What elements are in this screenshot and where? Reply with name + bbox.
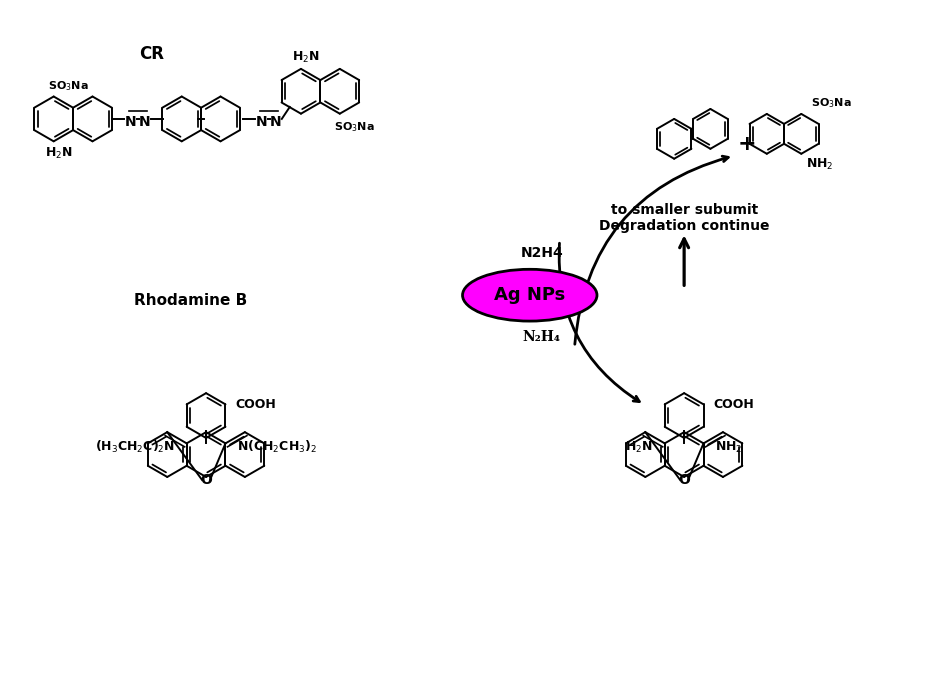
Text: NH$_2$: NH$_2$ bbox=[806, 157, 833, 172]
Text: to smaller subumit: to smaller subumit bbox=[611, 203, 758, 217]
Text: H$_2$N: H$_2$N bbox=[625, 440, 653, 455]
Text: NH$_2$: NH$_2$ bbox=[716, 440, 743, 455]
Text: N₂H₄: N₂H₄ bbox=[522, 330, 561, 344]
Text: H$_2$N: H$_2$N bbox=[292, 50, 320, 65]
Text: N: N bbox=[125, 115, 136, 129]
Text: N2H4: N2H4 bbox=[521, 246, 563, 260]
Text: N: N bbox=[256, 115, 267, 129]
Text: Ag NPs: Ag NPs bbox=[494, 286, 566, 304]
Text: Degradation continue: Degradation continue bbox=[598, 219, 769, 233]
Text: CR: CR bbox=[140, 45, 164, 63]
Text: SO$_3$Na: SO$_3$Na bbox=[810, 96, 852, 110]
Text: N: N bbox=[270, 115, 281, 129]
Text: SO$_3$Na: SO$_3$Na bbox=[48, 79, 89, 93]
Text: SO$_3$Na: SO$_3$Na bbox=[334, 120, 375, 134]
Text: COOH: COOH bbox=[714, 398, 754, 411]
Text: H$_2$N: H$_2$N bbox=[45, 146, 72, 161]
Text: (H$_3$CH$_2$C)$_2$N: (H$_3$CH$_2$C)$_2$N bbox=[95, 440, 174, 455]
Text: COOH: COOH bbox=[235, 398, 276, 411]
Text: N(CH$_2$CH$_3$)$_2$: N(CH$_2$CH$_3$)$_2$ bbox=[237, 440, 317, 455]
Text: Rhodamine B: Rhodamine B bbox=[134, 293, 248, 308]
Text: +: + bbox=[737, 134, 756, 154]
Text: O: O bbox=[678, 473, 690, 487]
Text: O: O bbox=[200, 473, 212, 487]
Text: N: N bbox=[139, 115, 150, 129]
Ellipse shape bbox=[462, 269, 597, 321]
